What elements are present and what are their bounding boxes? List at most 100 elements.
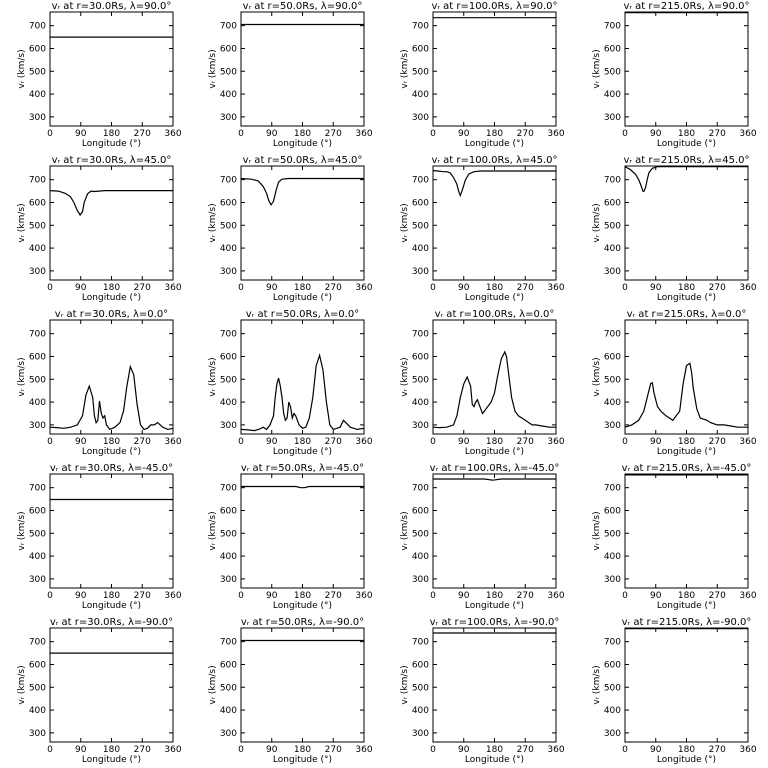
x-tick-label: 0	[238, 283, 244, 293]
plot-frame	[49, 11, 174, 127]
chart-title: vᵣ at r=50.0Rs, λ=0.0°	[246, 309, 359, 320]
y-tick-label: 600	[604, 660, 621, 670]
chart-panel: vᵣ at r=215.0Rs, λ=-90.0° 0 90 180 270 360 300…	[592, 617, 757, 765]
y-tick-label: 700	[412, 330, 429, 340]
x-tick-label: 180	[294, 591, 311, 601]
y-tick-label: 700	[29, 638, 46, 648]
y-tick-label: 700	[604, 22, 621, 32]
x-tick-label: 90	[650, 745, 662, 755]
chart-title: vᵣ at r=30.0Rs, λ=90.0°	[52, 1, 172, 12]
y-tick-label: 400	[29, 90, 46, 100]
y-tick-label: 400	[604, 706, 621, 716]
x-axis-label: Longitude (°)	[657, 293, 716, 303]
y-tick-label: 300	[604, 575, 621, 585]
chart-panel: vᵣ at r=50.0Rs, λ=-90.0° 0 90 180 270 360 300 4…	[208, 617, 373, 765]
y-tick-label: 300	[412, 729, 429, 739]
x-tick-label: 90	[266, 591, 278, 601]
x-tick-label: 360	[547, 591, 564, 601]
chart-title: vᵣ at r=50.0Rs, λ=90.0°	[243, 1, 363, 12]
chart-title: vᵣ at r=215.0Rs, λ=0.0°	[627, 309, 747, 320]
y-tick-label: 700	[29, 176, 46, 186]
x-tick-label: 90	[650, 283, 662, 293]
y-axis-label: vᵣ (km/s)	[592, 49, 602, 88]
y-tick-label: 600	[604, 352, 621, 362]
x-tick-label: 90	[650, 437, 662, 447]
x-tick-label: 270	[709, 745, 726, 755]
y-axis-label: vᵣ (km/s)	[592, 665, 602, 704]
plot-frame	[432, 473, 557, 589]
x-tick-label: 270	[709, 591, 726, 601]
y-tick-label: 300	[604, 729, 621, 739]
series-line	[240, 353, 365, 432]
chart-panel: vᵣ at r=30.0Rs, λ=-90.0° 0 90 180 270 360 300 4…	[17, 617, 182, 765]
chart-title: vᵣ at r=215.0Rs, λ=90.0°	[623, 1, 749, 12]
x-tick-label: 270	[134, 129, 151, 139]
x-tick-label: 90	[75, 745, 87, 755]
x-axis-label: Longitude (°)	[273, 601, 332, 611]
y-tick-label: 600	[604, 506, 621, 516]
x-axis-label: Longitude (°)	[657, 447, 716, 457]
series-line	[432, 170, 556, 198]
x-tick-label: 180	[103, 745, 120, 755]
y-axis-label: vᵣ (km/s)	[208, 203, 218, 242]
x-tick-label: 0	[622, 437, 628, 447]
x-axis-label: Longitude (°)	[465, 755, 524, 765]
y-tick-label: 300	[29, 267, 46, 277]
y-tick-label: 400	[220, 244, 237, 254]
y-tick-label: 400	[220, 706, 237, 716]
x-tick-label: 90	[458, 437, 470, 447]
chart-title: vᵣ at r=100.0Rs, λ=45.0°	[431, 155, 557, 166]
y-tick-label: 700	[220, 330, 237, 340]
chart-title: vᵣ at r=50.0Rs, λ=45.0°	[243, 155, 363, 166]
x-tick-label: 270	[325, 745, 342, 755]
chart-panel: vᵣ at r=100.0Rs, λ=90.0° 0 90 180 270 360 300 4…	[400, 1, 565, 149]
x-tick-label: 0	[622, 591, 628, 601]
x-tick-label: 180	[678, 591, 695, 601]
y-tick-label: 600	[29, 506, 46, 516]
x-tick-label: 360	[739, 591, 756, 601]
x-tick-label: 360	[164, 437, 181, 447]
x-tick-label: 180	[486, 129, 503, 139]
chart-panel: vᵣ at r=100.0Rs, λ=45.0° 0 90 180 270 360 300 4…	[400, 155, 565, 303]
x-axis-label: Longitude (°)	[657, 755, 716, 765]
x-axis-label: Longitude (°)	[82, 601, 141, 611]
y-tick-label: 700	[412, 176, 429, 186]
y-tick-label: 400	[412, 90, 429, 100]
x-tick-label: 0	[47, 129, 53, 139]
x-tick-label: 270	[709, 437, 726, 447]
x-tick-label: 270	[325, 437, 342, 447]
y-tick-label: 400	[412, 552, 429, 562]
y-tick-label: 400	[604, 552, 621, 562]
x-tick-label: 0	[47, 591, 53, 601]
y-axis-label: vᵣ (km/s)	[400, 357, 410, 396]
x-tick-label: 360	[547, 745, 564, 755]
chart-panel: vᵣ at r=50.0Rs, λ=-45.0° 0 90 180 270 360 300 4…	[208, 463, 373, 611]
y-tick-label: 400	[604, 90, 621, 100]
plot-frame	[240, 627, 365, 743]
y-tick-label: 700	[412, 638, 429, 648]
x-tick-label: 360	[547, 437, 564, 447]
x-tick-label: 90	[458, 745, 470, 755]
x-tick-label: 0	[47, 283, 53, 293]
series-line	[49, 364, 174, 431]
y-axis-label: vᵣ (km/s)	[592, 203, 602, 242]
y-tick-label: 300	[412, 113, 429, 123]
x-axis-label: Longitude (°)	[82, 139, 141, 149]
x-tick-label: 180	[294, 437, 311, 447]
x-tick-label: 180	[678, 129, 695, 139]
chart-title: vᵣ at r=100.0Rs, λ=90.0°	[431, 1, 557, 12]
x-axis-label: Longitude (°)	[465, 293, 524, 303]
y-tick-label: 400	[412, 398, 429, 408]
x-axis-label: Longitude (°)	[82, 447, 141, 457]
series-line	[432, 350, 556, 429]
chart-title: vᵣ at r=215.0Rs, λ=-90.0°	[622, 617, 752, 628]
x-tick-label: 270	[709, 129, 726, 139]
series-line	[241, 485, 364, 489]
x-axis-label: Longitude (°)	[82, 293, 141, 303]
y-tick-label: 400	[604, 398, 621, 408]
plot-frame	[49, 473, 174, 589]
y-axis-label: vᵣ (km/s)	[592, 357, 602, 396]
chart-title: vᵣ at r=50.0Rs, λ=-45.0°	[241, 463, 364, 474]
y-tick-label: 500	[412, 67, 429, 77]
